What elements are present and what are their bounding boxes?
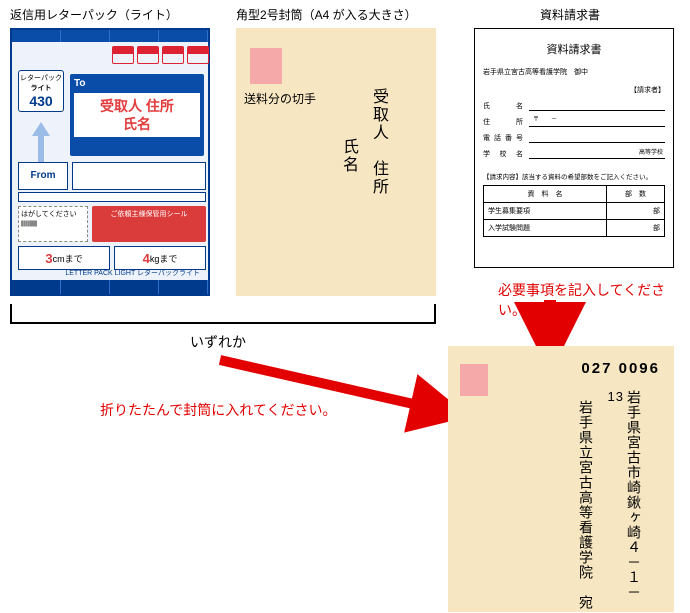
letterpack-price-badge: レターパック ライト 430: [18, 70, 64, 112]
envelope-caption: 角型2号封筒（A4 が入る大きさ）: [236, 6, 417, 23]
letterpack-seal-row: はがしてください ||||||||||||||| ご依頼主様保管用シール: [18, 206, 206, 242]
letterpack-from-box: [72, 162, 206, 190]
letterpack-mid-line: [18, 192, 206, 202]
envelope-address-line2: 氏名: [336, 138, 360, 174]
table-row: 入学試験問題 部: [484, 220, 665, 237]
either-label: いずれか: [0, 332, 436, 352]
letterpack-spec-weight: 4kgまで: [114, 246, 206, 270]
letterpack-footer-strip: [12, 280, 208, 294]
letterpack: レターパック ライト 430 To 受取人 住所 氏名 From はがしてくださ…: [10, 28, 210, 296]
letterpack-price-sub: ライト: [19, 83, 63, 93]
fold-instruction: 折りたたんで封筒に入れてください。: [100, 400, 336, 420]
envelope-send-recipient: 岩手県立宮古高等看護学院 宛: [576, 400, 596, 610]
doc-title: 資料請求書: [483, 41, 665, 57]
letterpack-from-label: From: [18, 162, 68, 190]
letterpack-price-label: レターパック: [19, 73, 63, 83]
doc-field-name: 氏 名: [483, 101, 665, 111]
letterpack-recipient: 受取人 住所 氏名: [74, 93, 200, 137]
letterpack-to-label: To: [74, 78, 200, 89]
letterpack-barcode: |||||||||||||||: [21, 221, 85, 227]
table-row: 学生募集要項 部: [484, 203, 665, 220]
letterpack-footer-text: LETTER PACK LIGHT レターパックライト: [65, 268, 200, 278]
doc-note: 【請求内容】該当する資料の希望部数をご記入ください。: [483, 171, 665, 181]
envelope-send-stamp: [460, 364, 488, 396]
letterpack-spec-thickness: 3cmまで: [18, 246, 110, 270]
envelope-send: 027 0096 岩手県宮古市崎鍬ヶ崎４－１－13 岩手県立宮古高等看護学院 宛: [448, 346, 674, 612]
letterpack-recipient-line2: 氏名: [123, 116, 151, 132]
letterpack-up-arrow-icon: [32, 122, 50, 162]
letterpack-peel-label: はがしてください: [21, 209, 85, 219]
doc-table: 資 料 名 部 数 学生募集要項 部 入学試験問題 部: [483, 185, 665, 237]
envelope-stamp: [250, 48, 282, 84]
letterpack-caption: 返信用レターパック（ライト）: [10, 6, 178, 23]
doc-field-phone: 電話番号: [483, 133, 665, 143]
letterpack-from-row: From: [18, 162, 206, 190]
doc-th-count: 部 数: [607, 186, 665, 203]
envelope-address-line1: 受取人 住所: [366, 88, 390, 196]
doc-section-label: 【請求者】: [483, 85, 665, 95]
doc-field-address: 住 所 〒 －: [483, 117, 665, 127]
doc-field-school: 学 校 名 高等学校: [483, 149, 665, 159]
letterpack-price-value: 430: [19, 93, 63, 109]
letterpack-spec-row: 3cmまで 4kgまで: [18, 246, 206, 270]
document-caption: 資料請求書: [540, 6, 600, 23]
letterpack-postage-meters: [112, 46, 209, 64]
letterpack-peel-box: はがしてください |||||||||||||||: [18, 206, 88, 242]
request-document: 資料請求書 岩手県立宮古高等看護学院 御中 【請求者】 氏 名 住 所 〒 － …: [474, 28, 674, 268]
doc-addressee: 岩手県立宮古高等看護学院 御中: [483, 67, 665, 77]
envelope-send-address: 岩手県宮古市崎鍬ヶ崎４－１－13: [608, 390, 644, 612]
letterpack-to-panel: To 受取人 住所 氏名: [70, 74, 204, 156]
letterpack-seal-label: ご依頼主様保管用シール: [92, 206, 206, 242]
doc-th-name: 資 料 名: [484, 186, 607, 203]
letterpack-header-strip: [12, 30, 208, 42]
envelope-stamp-label: 送料分の切手: [244, 90, 316, 107]
envelope-send-postal: 027 0096: [581, 360, 660, 377]
envelope-return: 送料分の切手 受取人 住所 氏名: [236, 28, 436, 296]
fill-instruction: 必要事項を記入してください。: [498, 280, 690, 320]
either-bracket: [10, 304, 436, 324]
letterpack-recipient-line1: 受取人 住所: [100, 98, 174, 114]
